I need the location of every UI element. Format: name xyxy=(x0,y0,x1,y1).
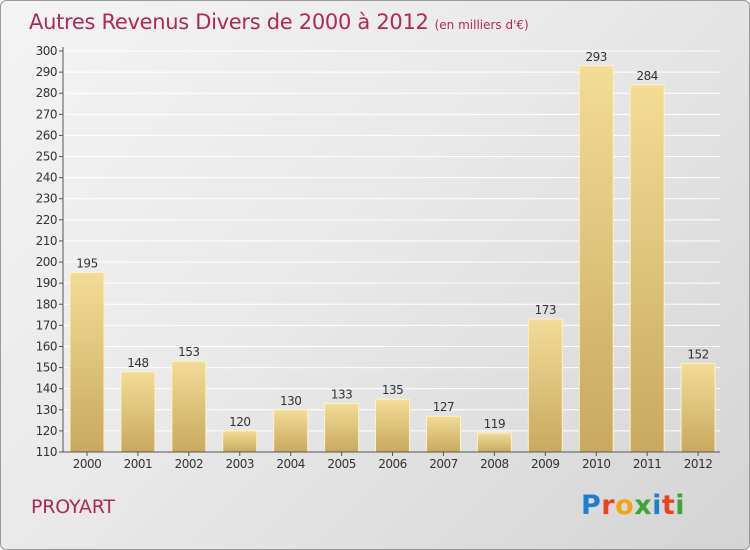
chart-title-unit: (en milliers d'€) xyxy=(434,18,529,32)
bar-value-label: 135 xyxy=(382,383,403,397)
bar-value-label: 130 xyxy=(280,394,301,408)
y-tick-label: 240 xyxy=(36,171,57,185)
x-tick-label: 2005 xyxy=(327,457,356,471)
x-tick-label: 2012 xyxy=(684,457,713,471)
y-tick-label: 250 xyxy=(36,150,57,164)
x-tick-label: 2006 xyxy=(378,457,407,471)
x-tick-label: 2009 xyxy=(531,457,560,471)
bar-value-label: 152 xyxy=(687,347,708,361)
x-tick-label: 2003 xyxy=(225,457,254,471)
bar xyxy=(120,371,156,453)
proxiti-logo: Proxiti xyxy=(581,490,686,521)
bar xyxy=(171,360,207,453)
y-tick-label: 160 xyxy=(36,339,57,353)
y-tick-label: 220 xyxy=(36,213,57,227)
y-tick-label: 200 xyxy=(36,255,57,269)
bar-value-label: 284 xyxy=(636,69,657,83)
y-tick-label: 230 xyxy=(36,192,57,206)
bar-value-label: 173 xyxy=(535,303,556,317)
x-tick-label: 2008 xyxy=(480,457,509,471)
x-tick-label: 2010 xyxy=(582,457,611,471)
x-tick-label: 2002 xyxy=(175,457,204,471)
bar xyxy=(324,402,360,453)
bar xyxy=(578,65,614,453)
y-tick-label: 180 xyxy=(36,297,57,311)
y-tick-label: 260 xyxy=(36,128,57,142)
chart-title: Autres Revenus Divers de 2000 à 2012 (en … xyxy=(29,10,529,34)
bar xyxy=(375,398,411,453)
x-tick-label: 2001 xyxy=(124,457,153,471)
y-tick-label: 140 xyxy=(36,382,57,396)
x-tick-label: 2004 xyxy=(276,457,305,471)
x-tick-label: 2011 xyxy=(633,457,662,471)
y-tick-label: 170 xyxy=(36,318,57,332)
y-tick-label: 210 xyxy=(36,234,57,248)
y-tick-label: 270 xyxy=(36,107,57,121)
y-tick-label: 150 xyxy=(36,361,57,375)
bar-value-label: 120 xyxy=(229,415,250,429)
bar xyxy=(425,415,461,453)
bar xyxy=(680,362,716,453)
bar xyxy=(273,409,309,453)
y-tick-label: 110 xyxy=(36,445,57,459)
chart-title-text: Autres Revenus Divers de 2000 à 2012 xyxy=(29,10,429,34)
y-tick-label: 300 xyxy=(36,44,57,58)
y-axis: 110 120 130 140 150 160 170 180 190 200 210 220 230 2… xyxy=(36,44,64,459)
bar xyxy=(222,430,258,453)
bar-value-label: 148 xyxy=(127,356,148,370)
place-name: PROYART xyxy=(31,496,115,518)
y-tick-label: 190 xyxy=(36,276,57,290)
bar-value-label: 133 xyxy=(331,387,352,401)
bar-value-label: 153 xyxy=(178,345,199,359)
bar-value-label: 119 xyxy=(484,417,505,431)
y-tick-label: 130 xyxy=(36,403,57,417)
x-axis: 2000 2001 2002 2003 2004 2005 2006 2007 2008 2009… xyxy=(63,451,720,471)
bar xyxy=(69,272,105,453)
y-tick-label: 290 xyxy=(36,65,57,79)
bar xyxy=(527,318,563,453)
bar-value-label: 195 xyxy=(76,257,97,271)
x-tick-label: 2007 xyxy=(429,457,458,471)
bar-value-label: 293 xyxy=(586,50,607,64)
bar xyxy=(476,432,512,453)
bar xyxy=(629,84,665,453)
y-tick-label: 280 xyxy=(36,86,57,100)
bar-value-label: 127 xyxy=(433,400,454,414)
bars: 195 148 153 120 130 133 135 127 119 173 293 284 152 xyxy=(69,50,716,453)
x-tick-label: 2000 xyxy=(73,457,102,471)
y-tick-label: 120 xyxy=(36,424,57,438)
